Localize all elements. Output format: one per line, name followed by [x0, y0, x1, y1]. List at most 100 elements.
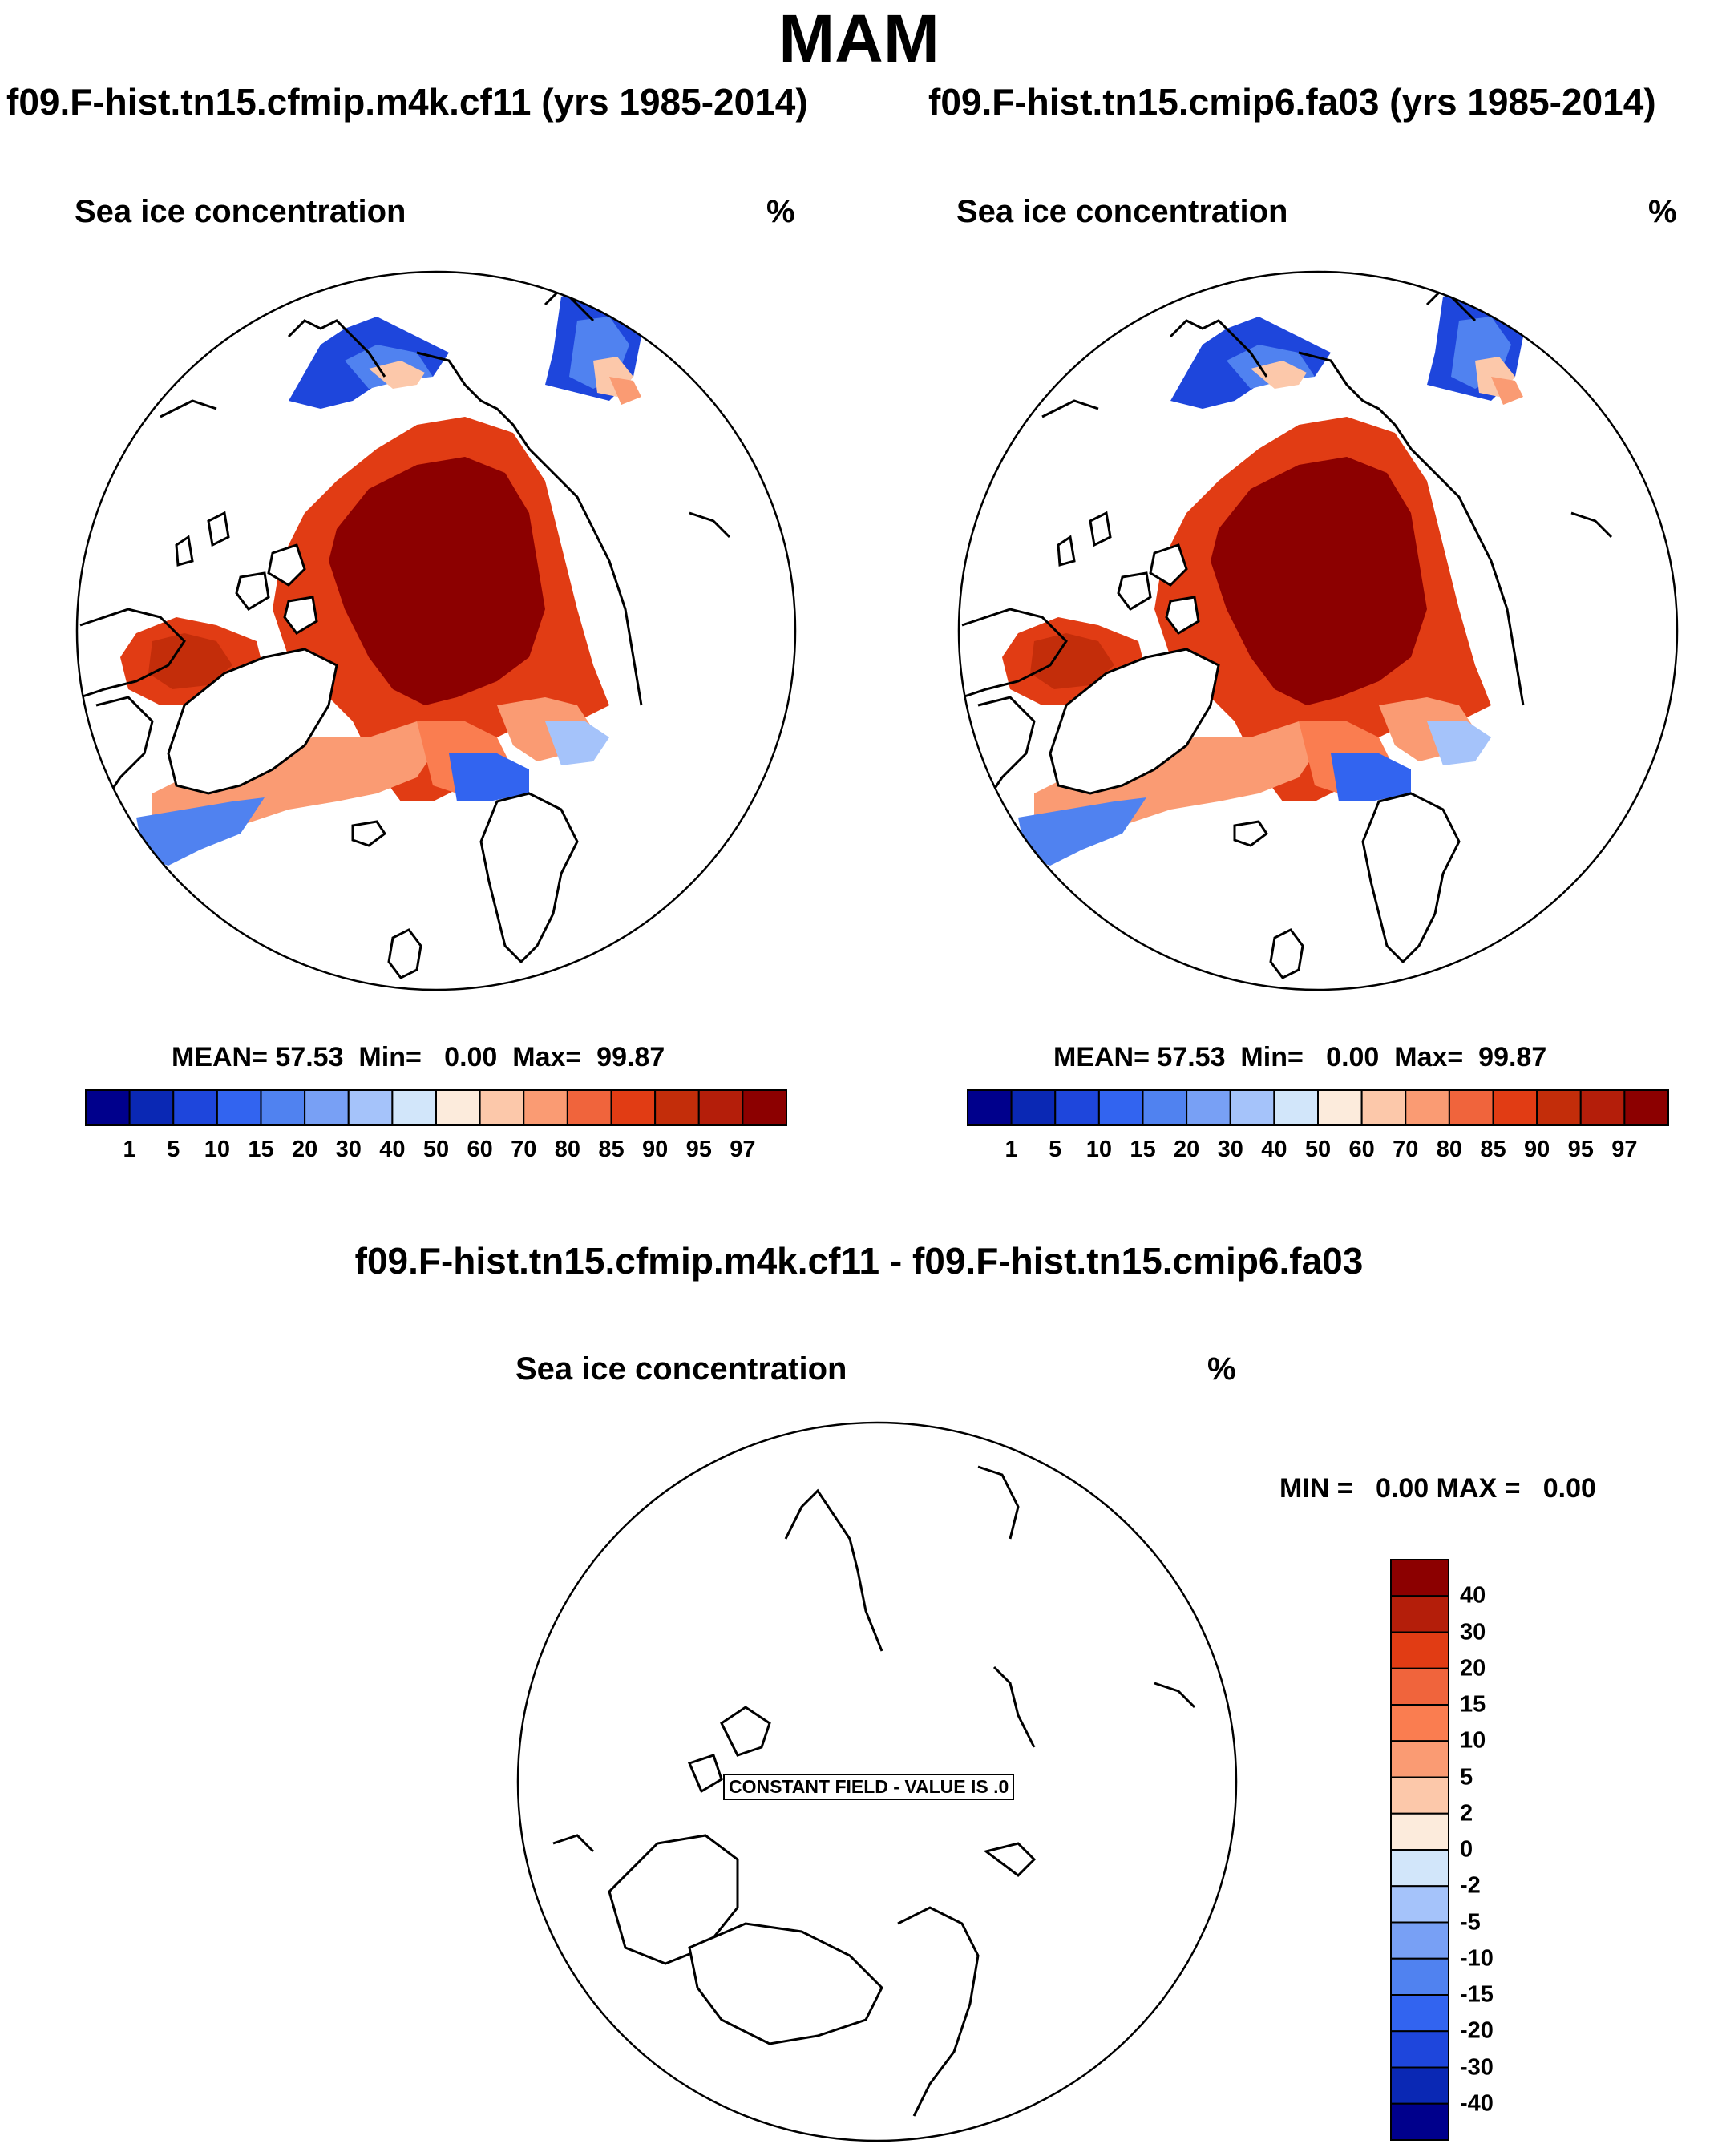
diff-colorbar-tick-label: -30: [1460, 2054, 1494, 2080]
left-colorbar-tick-label: 10: [204, 1137, 231, 1162]
right-min-value: 0.00: [1326, 1042, 1380, 1072]
diff-colorbar-swatch: [1390, 1885, 1449, 1924]
diff-colorbar: [1390, 1559, 1449, 2141]
right-min-label: Min=: [1240, 1042, 1304, 1072]
right-colorbar-swatch: [1054, 1089, 1100, 1126]
right-colorbar-swatch: [1273, 1089, 1319, 1126]
right-colorbar-tick-label: 20: [1173, 1137, 1200, 1162]
right-mean-value: 57.53: [1157, 1042, 1226, 1072]
right-map-boundary: [957, 270, 1679, 991]
right-colorbar-swatch: [1536, 1089, 1582, 1126]
diff-colorbar-swatch: [1390, 1595, 1449, 1633]
left-colorbar-tick-label: 80: [554, 1137, 581, 1162]
diff-title: f09.F-hist.tn15.cfmip.m4k.cf11 - f09.F-h…: [354, 1240, 1364, 1282]
left-colorbar-tick-label: 15: [248, 1137, 274, 1162]
left-colorbar-tick-label: 95: [685, 1137, 712, 1162]
diff-variable-label: Sea ice concentration: [515, 1351, 847, 1387]
left-colorbar-tick-label: 60: [467, 1137, 493, 1162]
left-colorbar-swatch: [435, 1089, 481, 1126]
left-case-title: f09.F-hist.tn15.cfmip.m4k.cf11 (yrs 1985…: [6, 81, 808, 123]
right-variable-label: Sea ice concentration: [956, 194, 1288, 229]
constant-field-label: CONSTANT FIELD - VALUE IS .0: [723, 1774, 1015, 1800]
left-map-boundary: [75, 270, 797, 991]
left-colorbar: [85, 1089, 787, 1126]
right-colorbar-swatch: [1360, 1089, 1407, 1126]
diff-colorbar-swatch: [1390, 1559, 1449, 1597]
left-colorbar-swatch: [610, 1089, 657, 1126]
right-colorbar-swatch: [1010, 1089, 1057, 1126]
diff-minmax: MIN = 0.00 MAX = 0.00: [1279, 1473, 1596, 1504]
right-colorbar-swatch: [1579, 1089, 1626, 1126]
diff-colorbar-swatch: [1390, 1704, 1449, 1742]
right-colorbar-tick-label: 50: [1304, 1137, 1332, 1162]
right-colorbar-swatch: [1492, 1089, 1538, 1126]
diff-colorbar-tick-label: 5: [1460, 1764, 1473, 1790]
right-colorbar-swatch: [1142, 1089, 1188, 1126]
diff-colorbar-tick-label: 2: [1460, 1800, 1473, 1827]
left-max-label: Max=: [512, 1042, 582, 1072]
right-map: [959, 272, 1677, 990]
left-colorbar-tick-label: 85: [598, 1137, 625, 1162]
left-mean-label: MEAN=: [172, 1042, 268, 1072]
left-max-value: 99.87: [596, 1042, 665, 1072]
left-colorbar-tick-label: 50: [422, 1137, 450, 1162]
left-colorbar-tick-label: 40: [379, 1137, 406, 1162]
diff-colorbar-swatch: [1390, 1849, 1449, 1888]
diff-colorbar-swatch: [1390, 1776, 1449, 1815]
right-stats: MEAN= 57.53 Min= 0.00 Max= 99.87: [1053, 1042, 1546, 1073]
right-colorbar-swatch: [1229, 1089, 1275, 1126]
diff-units-label: %: [1207, 1351, 1236, 1387]
right-max-label: Max=: [1394, 1042, 1464, 1072]
left-units-label: %: [766, 194, 795, 229]
left-colorbar-swatch: [697, 1089, 744, 1126]
right-units-label: %: [1648, 194, 1677, 229]
diff-colorbar-tick-label: 20: [1460, 1655, 1486, 1682]
diff-colorbar-tick-label: -10: [1460, 1945, 1494, 1972]
right-max-value: 99.87: [1478, 1042, 1547, 1072]
right-colorbar-tick-label: 70: [1393, 1137, 1419, 1162]
right-colorbar-tick-label: 1: [1005, 1137, 1018, 1162]
left-map: [77, 272, 795, 990]
diff-colorbar-swatch: [1390, 2102, 1449, 2141]
right-colorbar-swatch: [1317, 1089, 1363, 1126]
right-case-title: f09.F-hist.tn15.cmip6.fa03 (yrs 1985-201…: [928, 81, 1656, 123]
left-colorbar-tick-label: 90: [641, 1137, 669, 1162]
left-min-value: 0.00: [444, 1042, 498, 1072]
diff-colorbar-swatch: [1390, 1667, 1449, 1706]
right-colorbar-tick-label: 80: [1436, 1137, 1463, 1162]
diff-colorbar-swatch: [1390, 1994, 1449, 2033]
left-colorbar-swatch: [523, 1089, 568, 1126]
left-colorbar-tick-label: 20: [291, 1137, 318, 1162]
right-colorbar-swatch: [967, 1089, 1013, 1126]
left-colorbar-swatch: [260, 1089, 306, 1126]
left-colorbar-swatch: [216, 1089, 262, 1126]
diff-colorbar-swatch: [1390, 1921, 1449, 1960]
figure-title: MAM: [778, 1, 940, 76]
diff-colorbar-swatch: [1390, 1812, 1449, 1851]
right-colorbar-swatch: [1448, 1089, 1494, 1126]
right-colorbar-tick-label: 5: [1049, 1137, 1062, 1162]
left-colorbar-tick-label: 97: [730, 1137, 756, 1162]
right-colorbar-tick-label: 40: [1261, 1137, 1287, 1162]
diff-colorbar-swatch: [1390, 1740, 1449, 1778]
left-colorbar-swatch: [128, 1089, 175, 1126]
diff-colorbar-tick-label: -40: [1460, 2090, 1494, 2117]
left-colorbar-tick-label: 1: [123, 1137, 136, 1162]
right-colorbar-tick-label: 95: [1567, 1137, 1594, 1162]
right-colorbar-swatch: [1097, 1089, 1144, 1126]
left-mean-value: 57.53: [275, 1042, 344, 1072]
left-colorbar-swatch: [566, 1089, 612, 1126]
left-colorbar-swatch: [85, 1089, 131, 1126]
right-colorbar-swatch: [1405, 1089, 1450, 1126]
right-colorbar-swatch: [1186, 1089, 1231, 1126]
diff-colorbar-tick-label: 40: [1460, 1582, 1486, 1609]
left-colorbar-swatch: [742, 1089, 787, 1126]
right-colorbar-tick-label: 15: [1130, 1137, 1156, 1162]
diff-colorbar-swatch: [1390, 2030, 1449, 2069]
diff-colorbar-tick-label: -2: [1460, 1872, 1481, 1899]
right-colorbar-swatch: [1623, 1089, 1669, 1126]
right-colorbar: [967, 1089, 1669, 1126]
diff-colorbar-swatch: [1390, 1957, 1449, 1996]
diff-colorbar-swatch: [1390, 1631, 1449, 1669]
